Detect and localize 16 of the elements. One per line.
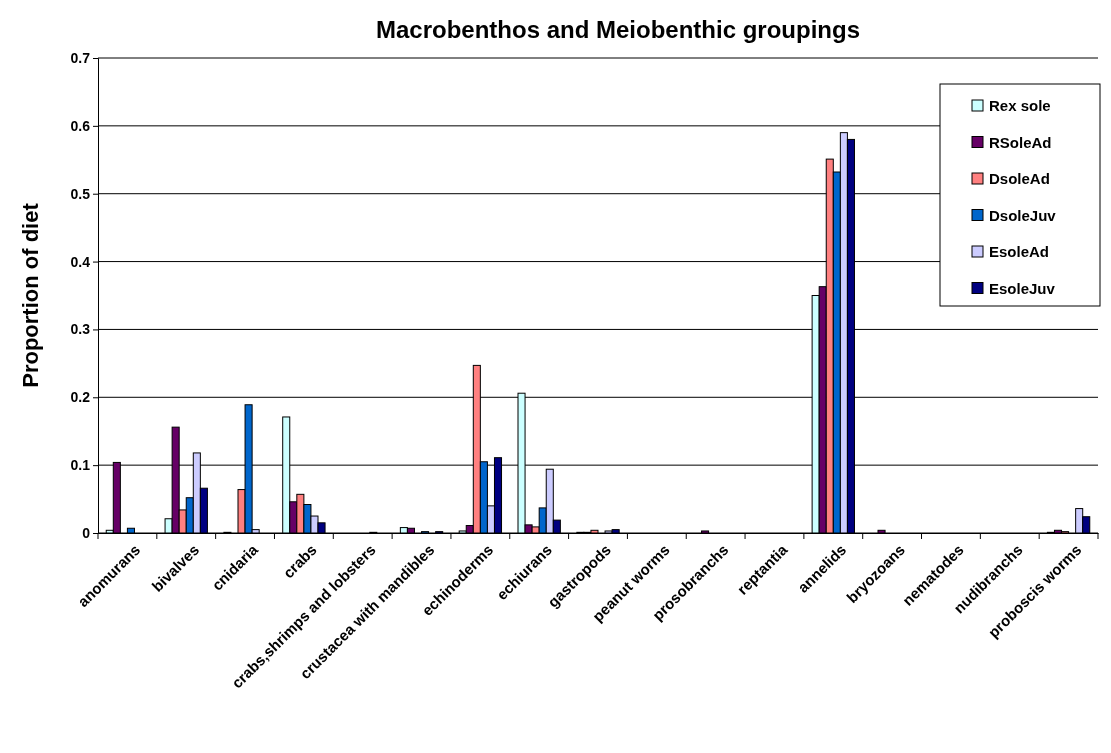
y-tick-label: 0.3: [70, 321, 91, 338]
legend-label: EsoleAd: [989, 243, 1050, 260]
y-tick-label: 0.2: [70, 389, 91, 406]
y-tick-label: 0.6: [70, 117, 91, 134]
chart-title: Macrobenthos and Meiobenthic groupings: [375, 16, 861, 43]
legend-label: DsoleAd: [989, 170, 1050, 187]
y-axis-title: Proportion of diet: [18, 202, 43, 388]
y-tick-label: 0.4: [70, 253, 91, 270]
y-tick-label: 0: [82, 524, 91, 541]
legend-label: Rex sole: [989, 97, 1051, 114]
y-tick-label: 0.1: [70, 457, 91, 474]
legend-label: EsoleJuv: [989, 279, 1056, 297]
y-tick-label: 0.5: [70, 185, 91, 202]
legend-label: DsoleJuv: [989, 206, 1057, 224]
y-tick-label: 0.7: [70, 49, 91, 66]
legend-label: RSoleAd: [989, 133, 1052, 151]
